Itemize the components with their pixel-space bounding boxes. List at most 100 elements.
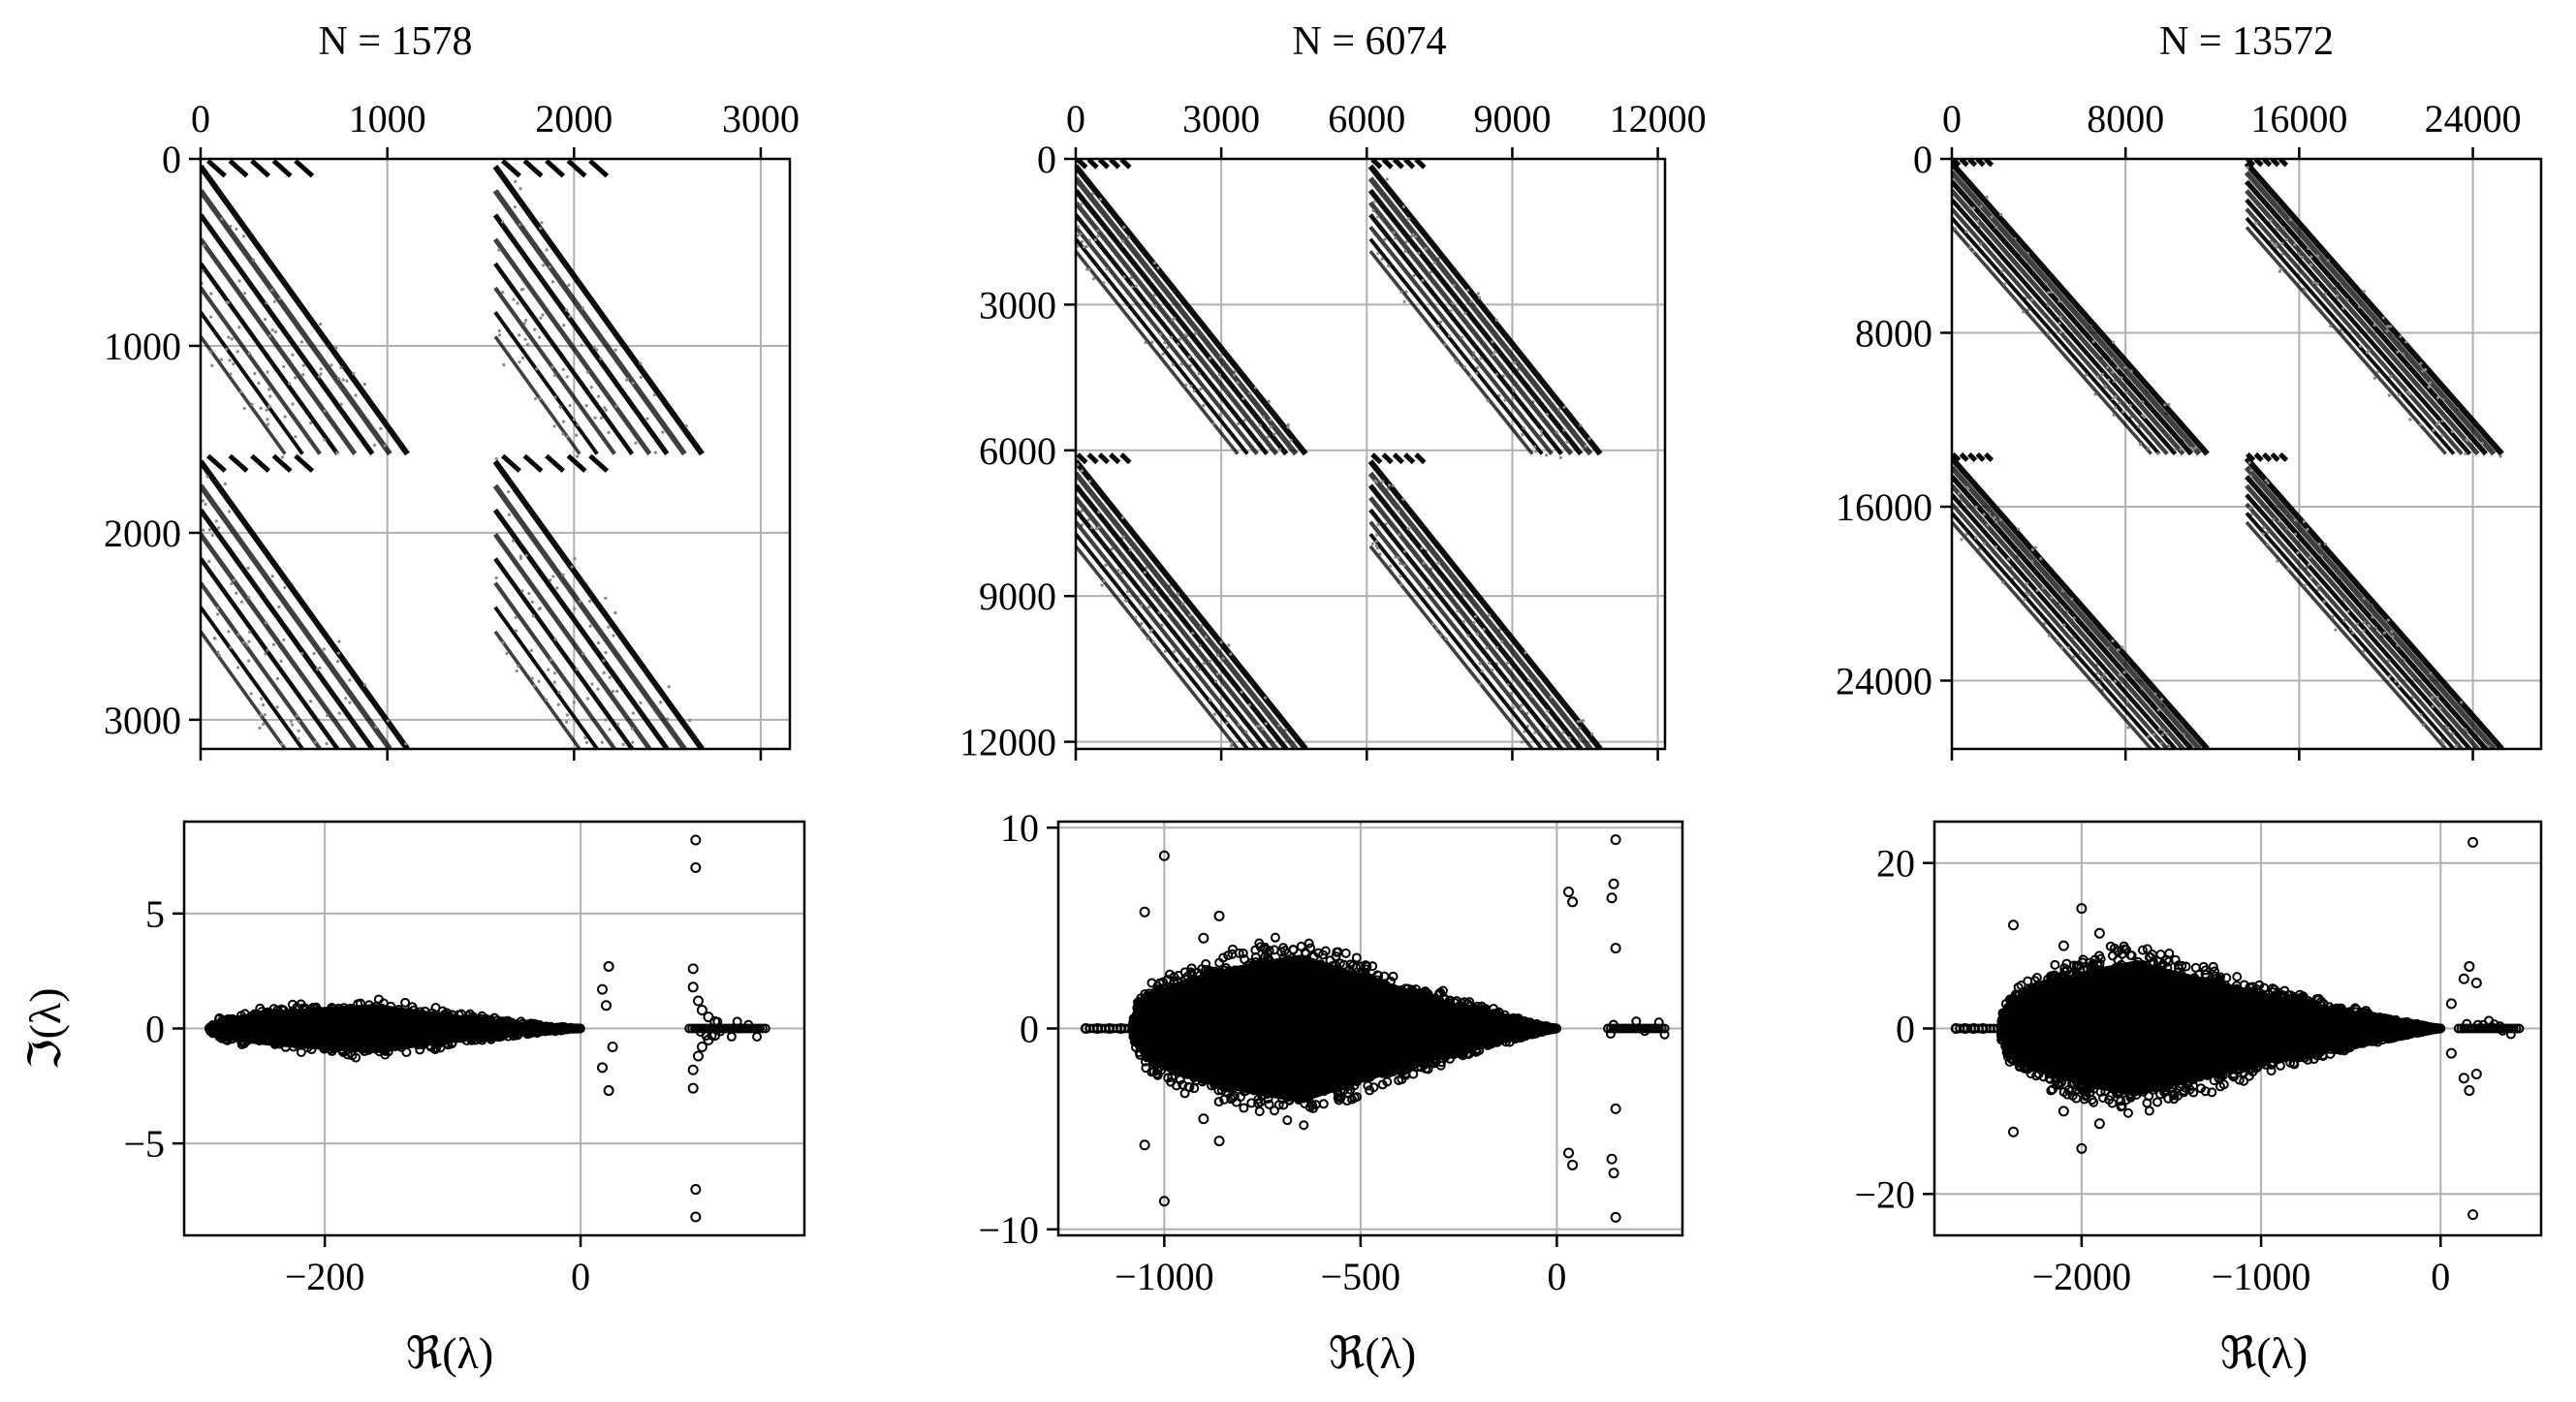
- entry: [615, 689, 619, 694]
- entry: [1195, 665, 1199, 669]
- entry: [565, 308, 569, 312]
- entry: [1383, 237, 1387, 241]
- entry: [572, 418, 577, 421]
- entry: [653, 451, 657, 454]
- entry: [2147, 734, 2151, 738]
- entry: [1979, 242, 1983, 246]
- entry: [631, 711, 635, 715]
- stub: [1119, 159, 1132, 170]
- x-tick-label: 2000: [535, 97, 613, 140]
- entry: [602, 670, 606, 674]
- entry: [1438, 634, 1443, 638]
- entry: [1578, 737, 1582, 741]
- entry: [1465, 289, 1470, 293]
- x-tick-label: 24000: [2425, 97, 2522, 140]
- entry: [1094, 527, 1098, 531]
- entry: [2282, 227, 2286, 231]
- entry: [515, 669, 518, 673]
- entry: [1590, 732, 1594, 736]
- entry: [1153, 304, 1157, 308]
- entry: [520, 287, 525, 292]
- entry: [2341, 599, 2346, 603]
- entry: [530, 676, 534, 680]
- entry: [572, 701, 576, 704]
- band-0-0: [1076, 164, 1308, 456]
- entry: [291, 353, 295, 357]
- entry: [2431, 696, 2435, 700]
- entry: [1388, 564, 1393, 568]
- entry: [1217, 373, 1221, 377]
- entry: [1087, 480, 1092, 483]
- band-3-7: [1368, 545, 1534, 749]
- entry: [1148, 630, 1153, 634]
- x-tick-label: 8000: [2087, 97, 2164, 140]
- entry: [275, 676, 280, 680]
- stub: [2270, 159, 2280, 168]
- entry: [529, 648, 533, 652]
- entry: [2266, 530, 2270, 535]
- entry: [602, 659, 606, 663]
- entry: [247, 595, 251, 600]
- entry: [1202, 662, 1206, 666]
- entry: [652, 393, 656, 397]
- entry: [313, 740, 318, 744]
- entry: [1286, 425, 1290, 429]
- x-tick-label: 0: [1942, 97, 1962, 140]
- entry: [565, 713, 569, 717]
- entry: [1402, 564, 1406, 568]
- eigenvalue-point: [332, 1012, 343, 1022]
- entry: [294, 435, 298, 439]
- entry: [319, 322, 323, 327]
- entry: [1208, 698, 1212, 701]
- entry: [2465, 437, 2468, 442]
- entry: [1269, 418, 1272, 421]
- entry: [2446, 726, 2450, 730]
- entry: [2026, 593, 2030, 597]
- entry: [1417, 251, 1421, 256]
- entry: [2345, 298, 2349, 302]
- eigenvalue-point: [1238, 1072, 1248, 1082]
- entry: [576, 422, 580, 427]
- entry: [2141, 400, 2145, 404]
- entry: [539, 316, 543, 320]
- band-3-0: [2244, 456, 2504, 749]
- entry: [1266, 435, 1270, 439]
- entry: [2120, 376, 2123, 380]
- entry: [1255, 724, 1259, 729]
- entry: [2307, 246, 2310, 250]
- entry: [1562, 405, 1566, 409]
- entry: [2000, 269, 2004, 273]
- entry: [362, 683, 367, 687]
- entry: [251, 258, 256, 262]
- entry: [524, 553, 528, 558]
- entry: [1520, 740, 1524, 744]
- entry: [1158, 332, 1163, 336]
- eigenvalue-point: [255, 1023, 267, 1034]
- entry: [208, 350, 212, 354]
- entry: [2439, 738, 2443, 742]
- y-tick-label: 24000: [1836, 659, 1932, 702]
- eigenvalue-point: [357, 1044, 367, 1054]
- entry: [1556, 407, 1561, 412]
- entry: [1277, 448, 1282, 452]
- eigenvalue-point: [321, 1040, 331, 1050]
- entry: [2030, 559, 2034, 564]
- entry: [570, 565, 574, 569]
- entry: [1177, 342, 1180, 346]
- entry: [227, 335, 231, 339]
- entry: [2030, 297, 2034, 302]
- entry: [2117, 648, 2120, 652]
- entry: [1080, 239, 1084, 244]
- entry: [507, 490, 511, 494]
- entry: [1130, 285, 1134, 289]
- entry: [1982, 513, 1986, 516]
- y-tick-label: 0: [1913, 138, 1932, 181]
- entry: [2274, 242, 2278, 247]
- entry: [1990, 215, 1994, 219]
- entry: [533, 327, 537, 331]
- band-1-5: [493, 286, 616, 455]
- entry: [2247, 461, 2251, 465]
- entry: [1227, 643, 1231, 647]
- entry: [2408, 391, 2412, 395]
